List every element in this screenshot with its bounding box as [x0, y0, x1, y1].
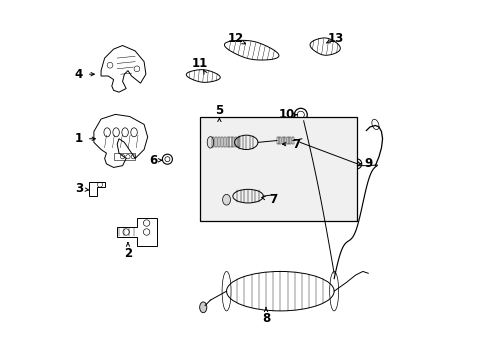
Text: 12: 12: [227, 32, 243, 45]
Text: 7: 7: [292, 138, 300, 150]
Bar: [279, 137, 281, 144]
Text: 1: 1: [75, 132, 82, 145]
Text: 10: 10: [278, 108, 294, 121]
Text: 13: 13: [327, 32, 344, 45]
Ellipse shape: [222, 194, 230, 205]
Text: 2: 2: [123, 247, 132, 260]
Text: 4: 4: [75, 68, 83, 81]
Text: 9: 9: [364, 157, 371, 170]
Text: 3: 3: [75, 183, 82, 195]
Bar: [281, 137, 283, 144]
Bar: [223, 137, 225, 147]
Text: 5: 5: [215, 104, 223, 117]
Text: 11: 11: [191, 57, 207, 70]
Bar: [221, 137, 223, 147]
Ellipse shape: [207, 136, 213, 148]
Text: 8: 8: [262, 311, 269, 325]
Bar: [229, 137, 231, 147]
Bar: [276, 137, 278, 144]
Text: 6: 6: [149, 154, 157, 167]
Text: 7: 7: [268, 193, 277, 206]
Bar: [284, 137, 285, 144]
Bar: [212, 137, 214, 147]
Bar: [291, 137, 293, 144]
Bar: [218, 137, 220, 147]
Bar: [199, 117, 357, 221]
Bar: [238, 137, 240, 147]
Bar: [215, 137, 217, 147]
Bar: [286, 137, 288, 144]
Bar: [226, 137, 228, 147]
Bar: [232, 137, 234, 147]
Bar: [289, 137, 290, 144]
Ellipse shape: [199, 302, 206, 313]
Bar: [235, 137, 237, 147]
